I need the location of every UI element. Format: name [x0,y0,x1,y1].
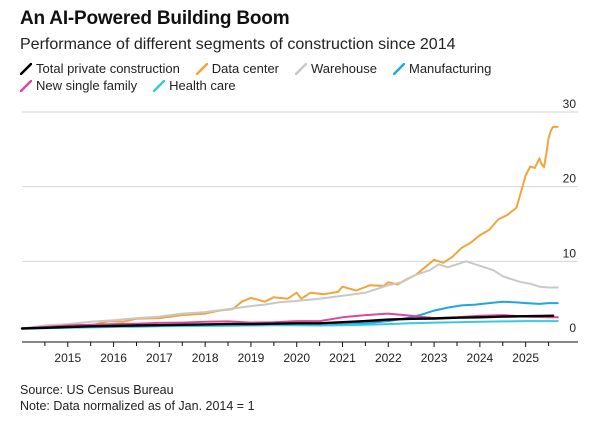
legend-item-warehouse: Warehouse [295,60,377,77]
series-line-total-private-construction [20,314,555,330]
y-tick-label: 10 [563,246,577,260]
legend-item-new-single-family: New single family [20,77,137,94]
x-tick-label: 2018 [192,351,219,365]
legend-row-2: New single family Health care [20,77,580,94]
legend-item-manufacturing: Manufacturing [393,60,491,77]
legend: Total private construction Data center War… [20,60,580,94]
series-line-new-single-family [21,312,559,330]
legend-swatch [393,62,405,75]
legend-item-data-center: Data center [195,60,279,77]
chart-footer: Source: US Census Bureau Note: Data norm… [20,382,255,414]
legend-label: Total private construction [36,61,180,76]
x-tick-label: 2020 [283,351,310,365]
legend-swatch [295,62,307,75]
y-tick-label: 20 [563,172,577,186]
series-line-warehouse [21,260,559,330]
normalization-note: Note: Data normalized as of Jan. 2014 = … [20,399,255,413]
chart-title: An AI-Powered Building Boom [20,8,290,29]
legend-swatch [195,62,208,75]
x-tick-label: 2023 [421,351,448,365]
x-tick-label: 2019 [238,351,265,365]
legend-swatch [20,79,32,92]
y-tick-label: 30 [563,97,577,111]
legend-label: Manufacturing [409,61,492,76]
series-line-data-center [21,125,559,330]
legend-item-total-private-construction: Total private construction [20,60,180,77]
x-tick-label: 2016 [100,351,127,365]
legend-row-1: Total private construction Data center War… [20,60,580,77]
legend-label: Warehouse [311,61,377,76]
legend-label: New single family [36,78,138,93]
y-tick-label: 0 [569,321,576,335]
x-tick-label: 2015 [54,351,81,365]
line-chart: 0 10 20 30 2015 2016 2017 2018 2019 2020 2021 2022 2… [20,97,578,365]
legend-label: Data center [211,61,279,76]
x-tick-label: 2021 [329,351,356,365]
x-tick-label: 2025 [512,351,539,365]
legend-item-health-care: Health care [153,77,236,94]
x-tick-label: 2017 [146,351,173,365]
legend-swatch [20,62,32,75]
source-note: Source: US Census Bureau [20,383,174,397]
x-tick-label: 2024 [467,351,494,365]
x-tick-label: 2022 [375,351,402,365]
chart-subtitle: Performance of different segments of con… [20,36,456,53]
legend-swatch [153,79,166,92]
legend-label: Health care [169,78,236,93]
